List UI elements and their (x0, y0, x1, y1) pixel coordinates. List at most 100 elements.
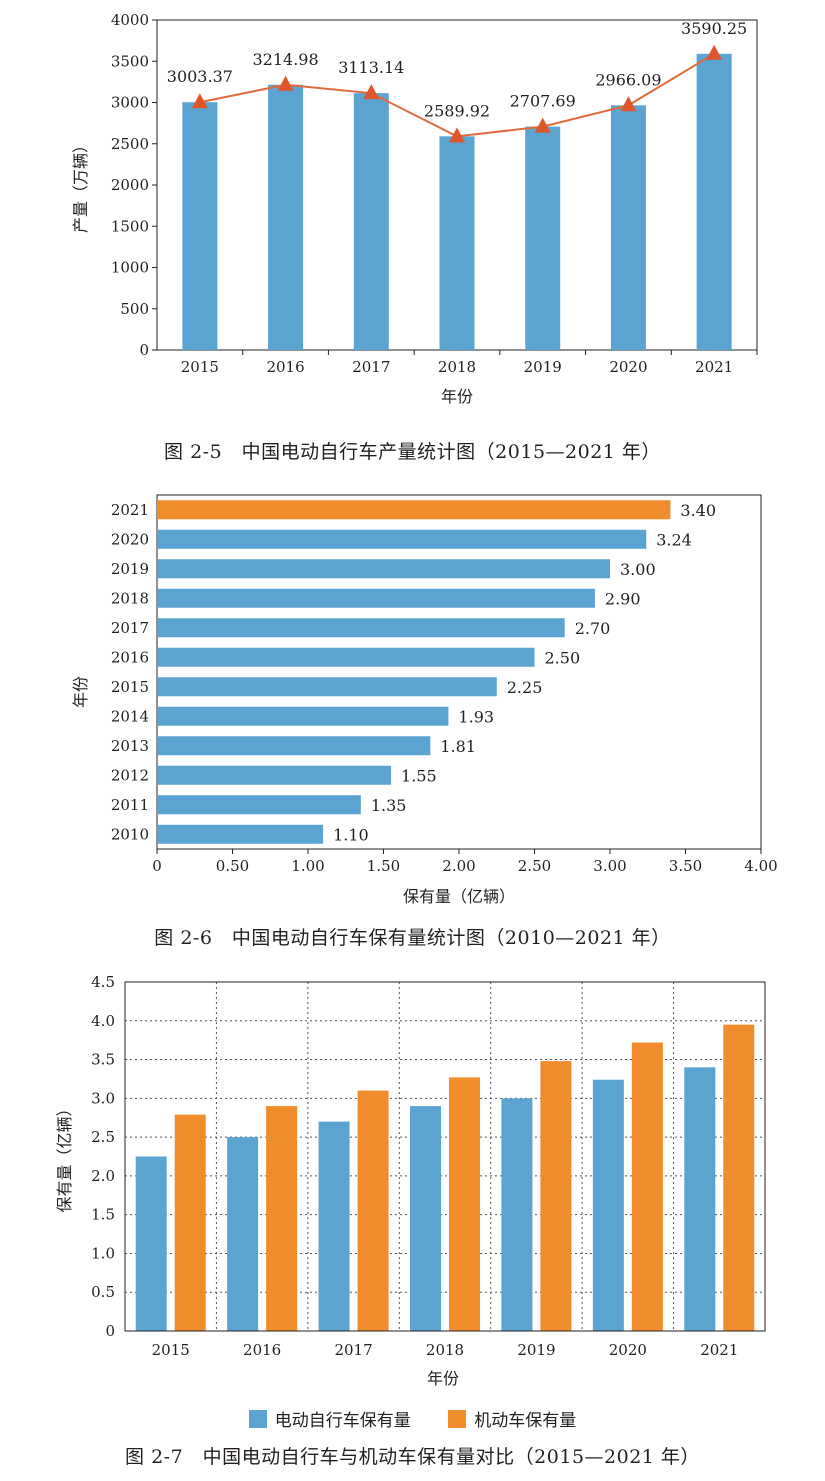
data-label: 1.35 (371, 796, 407, 815)
triangle-marker (449, 127, 465, 143)
y-tick-label: 2014 (111, 707, 149, 725)
x-tick-label: 2.50 (518, 857, 551, 875)
x-tick-label: 2016 (243, 1341, 281, 1359)
legend-item: 电动自行车保有量 (248, 1406, 411, 1431)
x-tick-label: 2019 (524, 358, 562, 376)
data-label: 2.90 (605, 589, 641, 608)
data-label: 1.55 (401, 766, 437, 785)
y-tick-label: 3000 (111, 94, 149, 112)
plot-frame (124, 981, 766, 1332)
y-tick-label: 0 (139, 341, 149, 359)
y-tick-label: 2018 (111, 589, 149, 607)
bar (157, 529, 647, 549)
y-axis-label: 产量（万辆） (71, 137, 90, 233)
bar (157, 677, 497, 697)
triangle-marker (363, 84, 380, 100)
figure-caption: 图 2-6 中国电动自行车保有量统计图（2010—2021 年） (154, 927, 671, 949)
x-tick-label: 2015 (181, 358, 219, 376)
x-tick-label: 2.00 (442, 857, 475, 875)
x-tick-label: 2018 (438, 358, 476, 376)
bar (610, 105, 646, 350)
bar (525, 126, 561, 351)
bar (353, 93, 389, 350)
x-tick-label: 2021 (695, 358, 733, 376)
bar (410, 1106, 441, 1331)
x-tick-label: 2015 (152, 1341, 190, 1359)
bar (157, 588, 595, 608)
bar (540, 1061, 572, 1331)
bar (268, 84, 304, 350)
triangle-marker (620, 96, 637, 112)
y-tick-label: 2500 (111, 135, 149, 153)
bar (501, 1098, 533, 1331)
bar (357, 1090, 389, 1331)
x-tick-label: 2018 (426, 1341, 464, 1359)
y-tick-label: 2021 (111, 501, 149, 519)
data-label: 3113.14 (338, 58, 404, 77)
production-chart: 0 500 1000 1500 2000 2500 3000 3500 4000 2015 2016… (0, 0, 825, 463)
ownership-chart-svg: 0 0.50 1.00 1.50 2.00 2.50 3.00 3.50 4.00 2021 3.4… (71, 494, 778, 906)
bar (157, 795, 361, 815)
y-tick-label: 1000 (111, 259, 149, 277)
y-tick-label: 2013 (111, 737, 149, 755)
bar (157, 559, 610, 579)
y-tick-label: 500 (120, 300, 149, 318)
comparison-chart-svg: 2015 2016 2017 2018 2019 2020 2021 0 0.5 1.0 1.5 2.… (55, 973, 766, 1388)
triangle-marker (277, 75, 294, 91)
comparison-chart: 2015 2016 2017 2018 2019 2020 2021 0 0.5 1.0 1.5 2.… (0, 960, 825, 1481)
bar (157, 765, 392, 785)
y-tick-label: 0.5 (91, 1283, 115, 1301)
x-tick-label: 2020 (609, 358, 647, 376)
bar (157, 824, 324, 844)
data-label: 2707.69 (510, 92, 576, 111)
y-tick-label: 1.5 (91, 1206, 115, 1224)
data-label: 3590.25 (681, 19, 747, 38)
bar (157, 736, 431, 756)
chart-legend: 电动自行车保有量 机动车保有量 (0, 1406, 825, 1433)
x-tick-label: 0.50 (216, 857, 249, 875)
y-tick-label: 2019 (111, 560, 149, 578)
figure-caption: 图 2-7 中国电动自行车与机动车保有量对比（2015—2021 年） (125, 1446, 700, 1468)
production-chart-svg: 0 500 1000 1500 2000 2500 3000 3500 4000 2015 2016… (71, 11, 758, 406)
legend-swatch (448, 1409, 467, 1428)
data-label: 3214.98 (252, 50, 318, 69)
data-label: 2589.92 (424, 101, 490, 120)
y-tick-label: 2016 (111, 648, 149, 666)
data-label: 3.40 (680, 501, 716, 520)
legend-label: 机动车保有量 (474, 1411, 577, 1431)
y-tick-label: 2.0 (91, 1167, 115, 1185)
ownership-chart: 0 0.50 1.00 1.50 2.00 2.50 3.00 3.50 4.00 2021 3.4… (0, 480, 825, 949)
bar (157, 706, 449, 726)
y-tick-label: 3.5 (91, 1051, 115, 1069)
bar (318, 1121, 350, 1331)
data-label: 2.25 (507, 678, 543, 697)
data-label: 2.50 (545, 648, 581, 667)
triangle-marker (534, 117, 551, 133)
bar (182, 102, 218, 350)
data-label: 2.70 (575, 619, 611, 638)
y-tick-label: 1.0 (91, 1244, 115, 1262)
data-label: 1.93 (458, 707, 494, 726)
bar (592, 1079, 624, 1331)
x-tick-label: 4.00 (744, 857, 777, 875)
y-tick-label: 2015 (111, 678, 149, 696)
bar (157, 500, 671, 520)
x-axis-label: 年份 (441, 387, 473, 406)
bar (449, 1077, 480, 1331)
bar (631, 1042, 663, 1331)
x-tick-label: 3.00 (593, 857, 626, 875)
y-tick-label: 4.5 (91, 973, 115, 991)
bar (439, 136, 475, 350)
bar (227, 1137, 259, 1331)
bar (684, 1067, 716, 1331)
bar (723, 1024, 755, 1331)
data-label: 2966.09 (595, 70, 661, 89)
x-tick-label: 2017 (352, 358, 390, 376)
x-tick-label: 1.50 (367, 857, 400, 875)
y-tick-label: 2012 (111, 766, 149, 784)
data-label: 1.10 (333, 825, 369, 844)
y-tick-label: 3500 (111, 52, 149, 70)
x-tick-label: 1.00 (291, 857, 324, 875)
triangle-marker (191, 93, 208, 109)
y-tick-label: 2010 (111, 825, 149, 843)
